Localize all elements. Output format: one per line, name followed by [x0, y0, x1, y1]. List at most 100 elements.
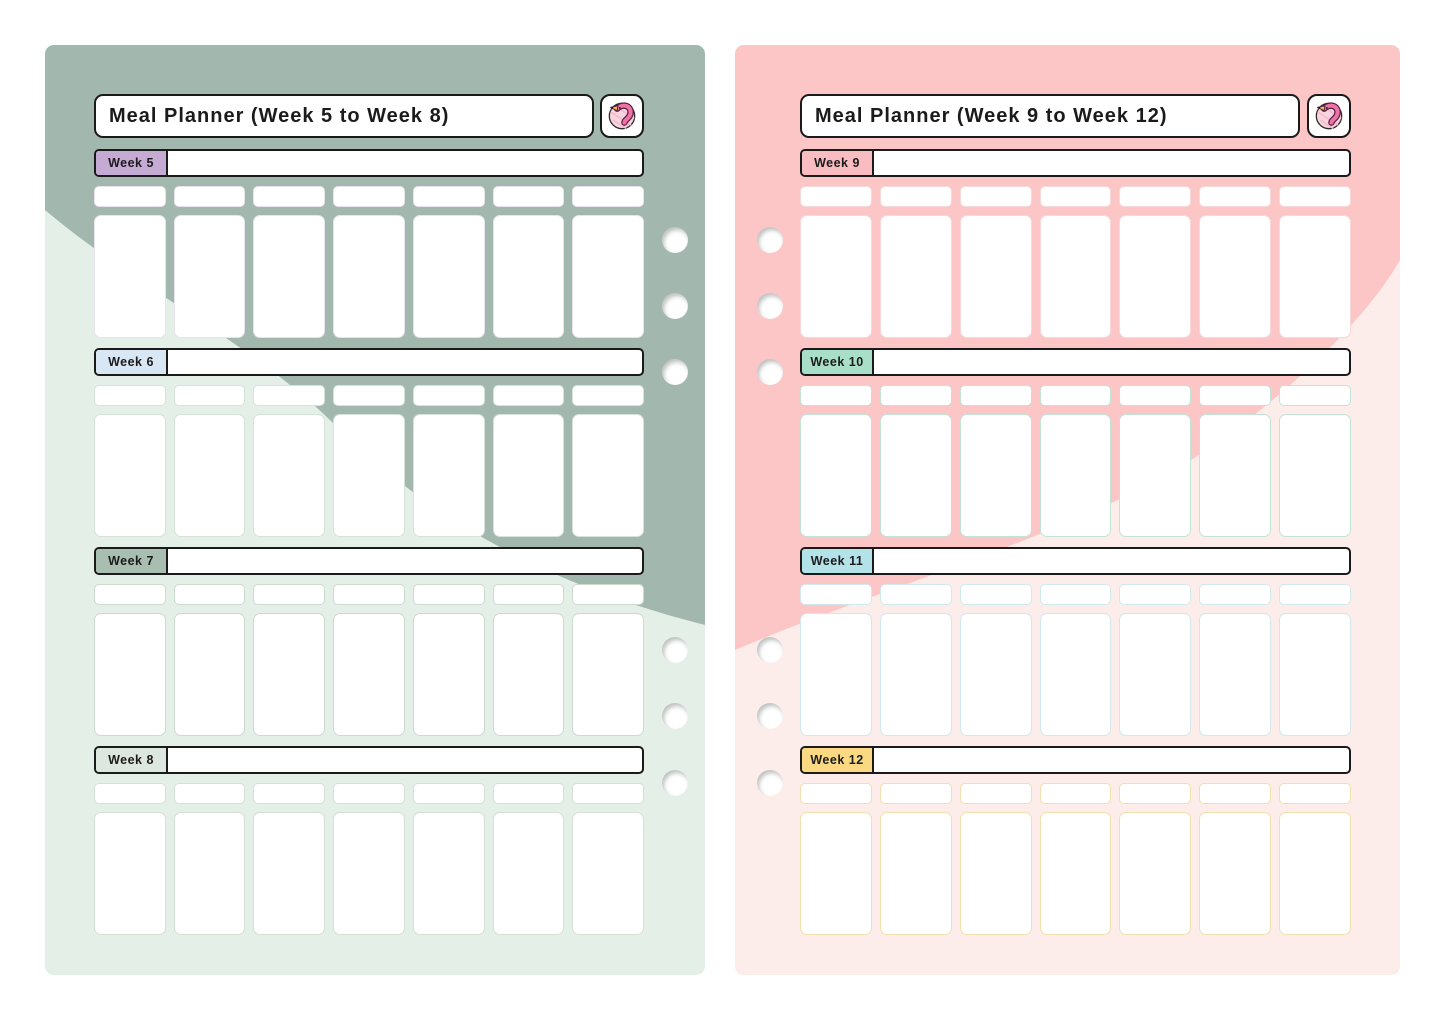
- day-header-cell[interactable]: [800, 783, 872, 804]
- meal-entry-cell[interactable]: [492, 414, 565, 537]
- day-header-cell[interactable]: [253, 385, 326, 406]
- meal-entry-cell[interactable]: [879, 613, 952, 736]
- day-header-cell[interactable]: [173, 584, 246, 605]
- meal-entry-cell[interactable]: [1279, 613, 1352, 736]
- day-header-cell[interactable]: [173, 783, 246, 804]
- meal-entry-cell[interactable]: [492, 812, 565, 935]
- day-header-cell[interactable]: [1119, 385, 1192, 406]
- meal-entry-cell[interactable]: [253, 613, 326, 736]
- day-header-cell[interactable]: [800, 385, 872, 406]
- meal-entry-cell[interactable]: [253, 812, 326, 935]
- day-header-cell[interactable]: [492, 385, 565, 406]
- meal-entry-cell[interactable]: [959, 414, 1032, 537]
- meal-entry-cell[interactable]: [572, 613, 645, 736]
- meal-entry-cell[interactable]: [333, 414, 405, 537]
- meal-entry-cell[interactable]: [1119, 613, 1192, 736]
- meal-entry-cell[interactable]: [800, 215, 872, 338]
- day-header-cell[interactable]: [959, 186, 1032, 207]
- day-header-cell[interactable]: [333, 783, 405, 804]
- meal-entry-cell[interactable]: [1119, 215, 1192, 338]
- day-header-cell[interactable]: [333, 584, 405, 605]
- meal-entry-cell[interactable]: [572, 414, 645, 537]
- meal-entry-cell[interactable]: [173, 613, 246, 736]
- meal-entry-cell[interactable]: [1279, 812, 1352, 935]
- day-header-cell[interactable]: [879, 385, 952, 406]
- meal-entry-cell[interactable]: [1279, 414, 1352, 537]
- week-notes-field[interactable]: [874, 151, 1349, 175]
- meal-entry-cell[interactable]: [492, 215, 565, 338]
- day-header-cell[interactable]: [1199, 186, 1272, 207]
- meal-entry-cell[interactable]: [1119, 414, 1192, 537]
- meal-entry-cell[interactable]: [572, 215, 645, 338]
- meal-entry-cell[interactable]: [94, 215, 166, 338]
- day-header-cell[interactable]: [173, 186, 246, 207]
- day-header-cell[interactable]: [572, 783, 645, 804]
- day-header-cell[interactable]: [1279, 783, 1352, 804]
- week-notes-field[interactable]: [168, 748, 642, 772]
- meal-entry-cell[interactable]: [800, 812, 872, 935]
- meal-entry-cell[interactable]: [412, 613, 485, 736]
- day-header-cell[interactable]: [1119, 783, 1192, 804]
- day-header-cell[interactable]: [492, 186, 565, 207]
- day-header-cell[interactable]: [959, 584, 1032, 605]
- day-header-cell[interactable]: [173, 385, 246, 406]
- day-header-cell[interactable]: [412, 385, 485, 406]
- day-header-cell[interactable]: [959, 783, 1032, 804]
- day-header-cell[interactable]: [572, 385, 645, 406]
- day-header-cell[interactable]: [333, 186, 405, 207]
- meal-entry-cell[interactable]: [173, 215, 246, 338]
- meal-entry-cell[interactable]: [959, 613, 1032, 736]
- week-notes-field[interactable]: [168, 549, 642, 573]
- meal-entry-cell[interactable]: [800, 613, 872, 736]
- meal-entry-cell[interactable]: [253, 414, 326, 537]
- meal-entry-cell[interactable]: [492, 613, 565, 736]
- day-header-cell[interactable]: [1199, 385, 1272, 406]
- flamingo-logo-button[interactable]: [600, 94, 644, 138]
- week-notes-field[interactable]: [874, 350, 1349, 374]
- meal-entry-cell[interactable]: [1119, 812, 1192, 935]
- day-header-cell[interactable]: [1039, 783, 1112, 804]
- meal-entry-cell[interactable]: [333, 812, 405, 935]
- day-header-cell[interactable]: [879, 783, 952, 804]
- meal-entry-cell[interactable]: [94, 812, 166, 935]
- day-header-cell[interactable]: [1279, 186, 1352, 207]
- day-header-cell[interactable]: [1279, 385, 1352, 406]
- meal-entry-cell[interactable]: [333, 613, 405, 736]
- meal-entry-cell[interactable]: [879, 414, 952, 537]
- meal-entry-cell[interactable]: [879, 215, 952, 338]
- meal-entry-cell[interactable]: [412, 215, 485, 338]
- meal-entry-cell[interactable]: [959, 215, 1032, 338]
- meal-entry-cell[interactable]: [173, 414, 246, 537]
- day-header-cell[interactable]: [1039, 385, 1112, 406]
- week-notes-field[interactable]: [874, 748, 1349, 772]
- meal-entry-cell[interactable]: [94, 613, 166, 736]
- week-notes-field[interactable]: [874, 549, 1349, 573]
- day-header-cell[interactable]: [1199, 783, 1272, 804]
- meal-entry-cell[interactable]: [253, 215, 326, 338]
- meal-entry-cell[interactable]: [1039, 812, 1112, 935]
- day-header-cell[interactable]: [1039, 584, 1112, 605]
- day-header-cell[interactable]: [253, 783, 326, 804]
- day-header-cell[interactable]: [959, 385, 1032, 406]
- day-header-cell[interactable]: [879, 584, 952, 605]
- day-header-cell[interactable]: [1279, 584, 1352, 605]
- day-header-cell[interactable]: [572, 186, 645, 207]
- day-header-cell[interactable]: [1119, 186, 1192, 207]
- meal-entry-cell[interactable]: [879, 812, 952, 935]
- meal-entry-cell[interactable]: [412, 812, 485, 935]
- day-header-cell[interactable]: [94, 783, 166, 804]
- flamingo-logo-button[interactable]: [1307, 94, 1351, 138]
- day-header-cell[interactable]: [1039, 186, 1112, 207]
- day-header-cell[interactable]: [572, 584, 645, 605]
- meal-entry-cell[interactable]: [1199, 812, 1272, 935]
- meal-entry-cell[interactable]: [1039, 613, 1112, 736]
- meal-entry-cell[interactable]: [333, 215, 405, 338]
- day-header-cell[interactable]: [879, 186, 952, 207]
- day-header-cell[interactable]: [253, 186, 326, 207]
- meal-entry-cell[interactable]: [1039, 215, 1112, 338]
- day-header-cell[interactable]: [800, 584, 872, 605]
- day-header-cell[interactable]: [492, 584, 565, 605]
- day-header-cell[interactable]: [253, 584, 326, 605]
- meal-entry-cell[interactable]: [1279, 215, 1352, 338]
- meal-entry-cell[interactable]: [1199, 215, 1272, 338]
